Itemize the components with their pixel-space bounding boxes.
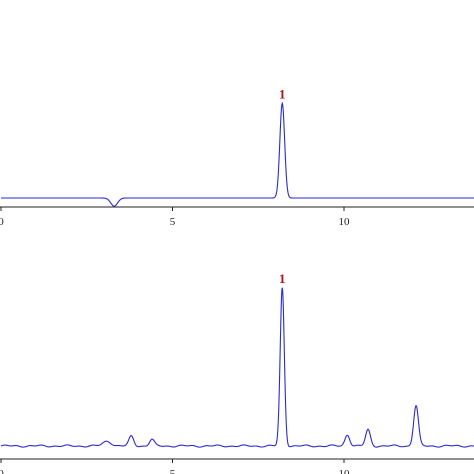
upper-x-tick-label: 5 — [170, 216, 176, 228]
upper-chromatogram-trace — [1, 101, 474, 207]
upper-x-tick-label: 0 — [0, 216, 4, 228]
lower-x-tick-label: 0 — [0, 468, 4, 474]
upper-peak-label-1: 1 — [279, 86, 286, 101]
upper-x-tick-label: 10 — [339, 216, 351, 228]
lower-x-tick-label: 10 — [339, 468, 351, 474]
lower-chromatogram-trace — [0, 287, 474, 448]
lower-peak-label-1: 1 — [279, 271, 286, 286]
lower-x-tick-label: 5 — [170, 468, 176, 474]
